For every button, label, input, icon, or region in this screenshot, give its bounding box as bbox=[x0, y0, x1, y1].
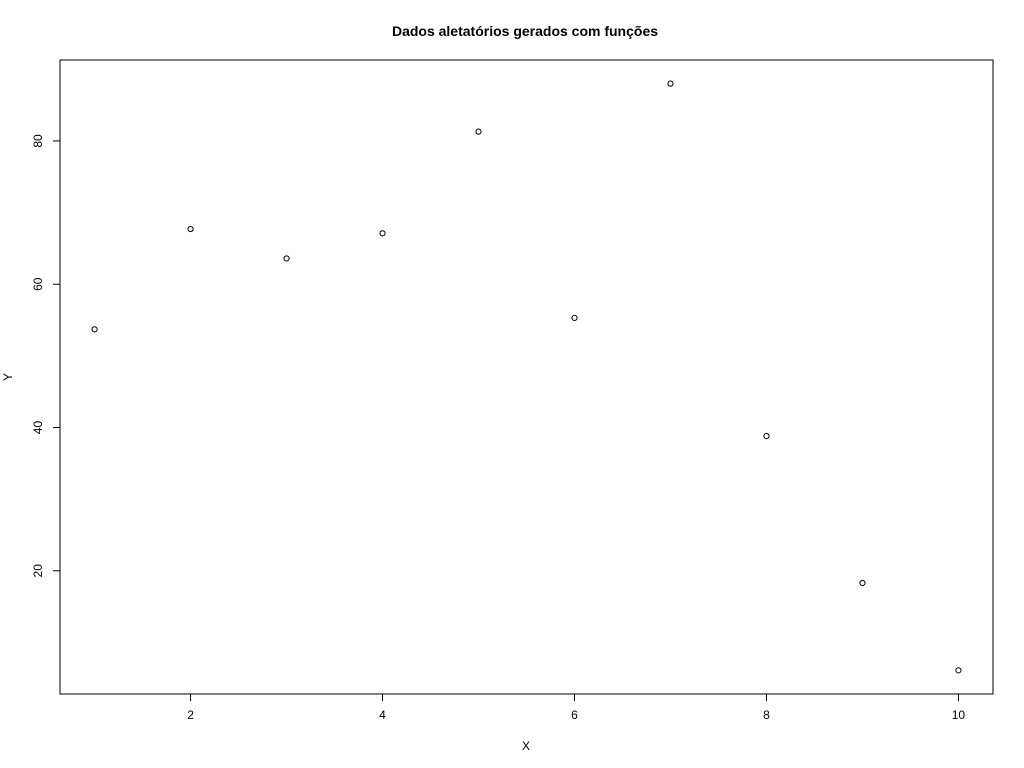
x-axis-label: X bbox=[522, 739, 530, 753]
y-tick-label: 20 bbox=[31, 564, 45, 578]
data-point bbox=[763, 433, 770, 440]
y-axis-label: Y bbox=[1, 373, 15, 381]
data-point bbox=[955, 667, 962, 674]
data-point bbox=[571, 314, 578, 321]
data-point bbox=[187, 225, 194, 233]
data-point bbox=[475, 128, 482, 135]
x-tick-label: 6 bbox=[571, 708, 578, 722]
x-tick-label: 10 bbox=[952, 708, 966, 722]
chart-title: Dados aletatórios gerados com funções bbox=[392, 23, 658, 39]
plot-frame bbox=[59, 59, 994, 695]
data-point bbox=[667, 80, 674, 87]
x-axis: 2 4 6 8 10 bbox=[187, 693, 966, 722]
x-tick-label: 8 bbox=[763, 708, 770, 722]
x-tick-label: 4 bbox=[379, 708, 386, 722]
data-point bbox=[91, 326, 98, 333]
x-tick-label: 2 bbox=[187, 708, 194, 722]
y-axis: 20 40 60 80 bbox=[31, 134, 61, 578]
y-tick-label: 40 bbox=[31, 421, 45, 435]
data-points bbox=[91, 80, 962, 674]
data-point bbox=[283, 255, 290, 262]
data-point bbox=[379, 230, 386, 237]
y-tick-label: 80 bbox=[31, 134, 45, 148]
data-point bbox=[859, 579, 866, 587]
y-tick-label: 60 bbox=[31, 277, 45, 291]
